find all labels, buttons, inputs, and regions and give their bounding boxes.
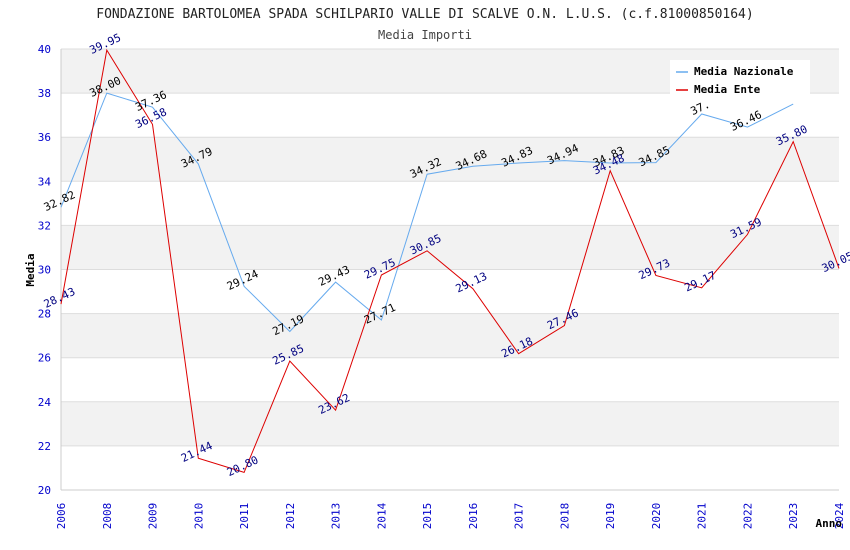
y-axis-ticks: 20 22 24 26 28 30 32 34 36 38 40 — [38, 43, 52, 497]
x-tick-label: 2010 — [192, 503, 205, 530]
x-tick-label: 2011 — [238, 503, 251, 530]
x-tick-label: 2020 — [650, 503, 663, 530]
x-tick-label: 2023 — [787, 503, 800, 530]
x-tick-label: 2018 — [558, 503, 571, 530]
x-tick-label: 2019 — [604, 503, 617, 530]
series-lines — [60, 48, 840, 474]
y-tick-label: 28 — [38, 308, 51, 321]
y-tick-label: 22 — [38, 440, 51, 453]
y-tick-label: 40 — [38, 43, 51, 56]
x-tick-label: 2013 — [330, 503, 343, 530]
y-tick-label: 34 — [38, 175, 52, 188]
x-tick-label: 2022 — [741, 503, 754, 530]
plot-band — [61, 225, 839, 270]
x-tick-label: 2017 — [513, 503, 526, 530]
series-line-nazionale — [60, 92, 794, 333]
x-tick-label: 2014 — [375, 502, 388, 529]
x-axis-ticks: 2006 2008 2009 2010 2011 2012 2013 2014 2015 2016… — [55, 502, 846, 529]
y-tick-label: 30 — [38, 264, 51, 277]
x-tick-label: 2008 — [101, 503, 114, 530]
y-axis-label: Media — [24, 253, 37, 286]
legend-label-nazionale: Media Nazionale — [694, 65, 794, 78]
y-tick-label: 32 — [38, 219, 51, 232]
x-tick-label: 2012 — [284, 503, 297, 530]
y-tick-label: 26 — [38, 352, 51, 365]
y-tick-label: 36 — [38, 131, 51, 144]
x-axis-label: Anno — [816, 517, 843, 530]
chart-subtitle: Media Importi — [378, 28, 472, 42]
plot-band — [61, 313, 839, 358]
x-tick-label: 2024 — [833, 502, 846, 529]
plot-band — [61, 401, 839, 446]
y-tick-label: 38 — [38, 87, 51, 100]
legend: Media Nazionale Media Ente — [670, 60, 810, 102]
x-tick-label: 2021 — [696, 503, 709, 530]
y-tick-label: 24 — [38, 396, 52, 409]
legend-label-ente: Media Ente — [694, 83, 761, 96]
x-tick-label: 2015 — [421, 503, 434, 530]
y-tick-label: 20 — [38, 484, 51, 497]
plot-band — [61, 137, 839, 182]
x-tick-label: 2006 — [55, 503, 68, 530]
chart-title: FONDAZIONE BARTOLOMEA SPADA SCHILPARIO V… — [96, 7, 753, 22]
series-line-ente — [60, 48, 840, 474]
x-tick-label: 2009 — [147, 503, 160, 530]
x-tick-label: 2016 — [467, 503, 480, 530]
legend-box — [670, 60, 810, 102]
